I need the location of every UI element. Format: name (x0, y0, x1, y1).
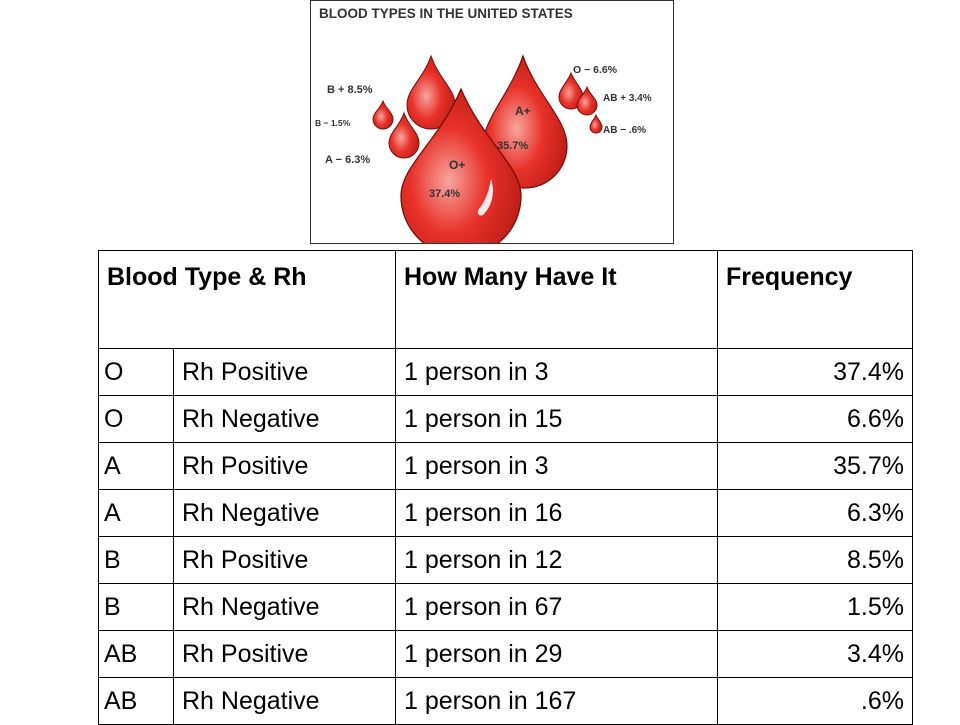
label-a-pos-pct: 35.7% (497, 140, 528, 152)
drop-a-pos (482, 54, 568, 189)
drop-a-neg (388, 111, 420, 159)
cell-frequency: 6.6% (717, 395, 913, 443)
table-row: O Rh Negative 1 person in 15 6.6% (98, 395, 913, 443)
header-how-many: How Many Have It (395, 250, 718, 349)
cell-type: AB (98, 630, 174, 678)
cell-type: A (98, 489, 174, 537)
label-o-pos-type: O+ (449, 158, 465, 172)
cell-rh: Rh Negative (173, 489, 396, 537)
drop-ab-neg (589, 113, 603, 134)
label-ab-pos: AB + 3.4% (603, 93, 652, 104)
table-row: O Rh Positive 1 person in 3 37.4% (98, 348, 913, 396)
cell-frequency: 6.3% (717, 489, 913, 537)
cell-frequency: 8.5% (717, 536, 913, 584)
cell-how-many: 1 person in 29 (395, 630, 718, 678)
poster-title: BLOOD TYPES IN THE UNITED STATES (319, 6, 573, 21)
drop-highlight (477, 179, 493, 216)
cell-rh: Rh Negative (173, 395, 396, 443)
cell-rh: Rh Negative (173, 677, 396, 725)
label-ab-neg: AB − .6% (603, 125, 646, 136)
cell-type: AB (98, 677, 174, 725)
cell-how-many: 1 person in 15 (395, 395, 718, 443)
table-row: AB Rh Negative 1 person in 167 .6% (98, 677, 913, 725)
cell-how-many: 1 person in 3 (395, 442, 718, 490)
header-blood-type-rh: Blood Type & Rh (98, 250, 396, 349)
drop-b-neg (372, 99, 394, 130)
table-row: AB Rh Positive 1 person in 29 3.4% (98, 630, 913, 678)
cell-how-many: 1 person in 12 (395, 536, 718, 584)
label-o-pos-pct: 37.4% (429, 188, 460, 200)
cell-rh: Rh Positive (173, 630, 396, 678)
cell-type: B (98, 583, 174, 631)
table-row: A Rh Negative 1 person in 16 6.3% (98, 489, 913, 537)
table-row: B Rh Negative 1 person in 67 1.5% (98, 583, 913, 631)
drop-ab-pos (576, 85, 598, 116)
cell-frequency: .6% (717, 677, 913, 725)
cell-frequency: 1.5% (717, 583, 913, 631)
cell-frequency: 37.4% (717, 348, 913, 396)
cell-rh: Rh Positive (173, 536, 396, 584)
label-a-neg: A − 6.3% (325, 154, 370, 166)
label-b-pos: B + 8.5% (327, 84, 373, 96)
cell-type: O (98, 395, 174, 443)
cell-type: O (98, 348, 174, 396)
drop-b-pos (406, 54, 456, 130)
drop-o-neg (558, 71, 584, 110)
label-o-neg: O − 6.6% (573, 64, 618, 76)
cell-frequency: 3.4% (717, 630, 913, 678)
label-a-pos-type: A+ (515, 104, 531, 118)
cell-how-many: 1 person in 3 (395, 348, 718, 396)
table-row: A Rh Positive 1 person in 3 35.7% (98, 442, 913, 490)
label-b-neg: B − 1.5% (315, 118, 351, 128)
blood-types-illustration: BLOOD TYPES IN THE UNITED STATES B + 8.5… (310, 0, 674, 244)
cell-how-many: 1 person in 67 (395, 583, 718, 631)
cell-type: A (98, 442, 174, 490)
cell-rh: Rh Negative (173, 583, 396, 631)
header-frequency: Frequency (717, 250, 913, 349)
blood-type-table: Blood Type & Rh How Many Have It Frequen… (98, 250, 913, 725)
cell-type: B (98, 536, 174, 584)
cell-rh: Rh Positive (173, 348, 396, 396)
cell-rh: Rh Positive (173, 442, 396, 490)
table-row: B Rh Positive 1 person in 12 8.5% (98, 536, 913, 584)
table-header-row: Blood Type & Rh How Many Have It Frequen… (98, 250, 913, 349)
cell-how-many: 1 person in 16 (395, 489, 718, 537)
cell-how-many: 1 person in 167 (395, 677, 718, 725)
cell-frequency: 35.7% (717, 442, 913, 490)
blood-drops-graphic: BLOOD TYPES IN THE UNITED STATES B + 8.5… (315, 6, 652, 243)
drop-o-pos (400, 87, 522, 243)
